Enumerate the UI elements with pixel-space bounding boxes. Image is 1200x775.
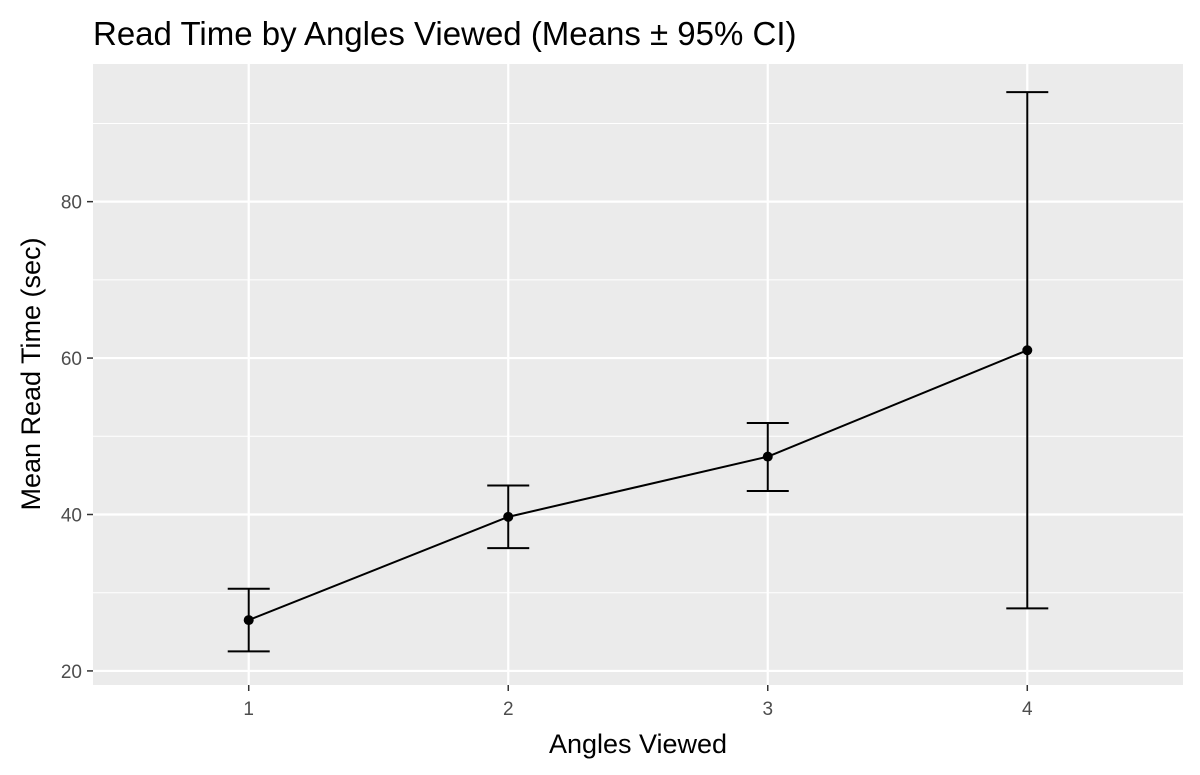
- data-point-2: [503, 511, 514, 522]
- y-tick-label-40: 40: [61, 505, 82, 526]
- x-tick-label-4: 4: [1022, 699, 1033, 720]
- x-tick-label-2: 2: [503, 699, 514, 720]
- x-axis-title: Angles Viewed: [549, 729, 727, 759]
- y-tick-label-20: 20: [61, 662, 82, 683]
- chart-title: Read Time by Angles Viewed (Means ± 95% …: [93, 15, 797, 52]
- data-point-1: [243, 615, 254, 626]
- data-point-3: [762, 451, 773, 462]
- plot-panel: [93, 64, 1183, 685]
- y-axis-title: Mean Read Time (sec): [16, 237, 46, 510]
- y-axis: 20 40 60 80: [61, 193, 93, 683]
- x-tick-label-3: 3: [762, 699, 773, 720]
- y-tick-label-60: 60: [61, 349, 82, 370]
- series-line-0: [248, 349, 1028, 622]
- series-layer: [227, 91, 1049, 653]
- y-tick-label-80: 80: [61, 193, 82, 214]
- x-axis: 1 2 3 4: [243, 685, 1033, 720]
- minor-gridlines: [93, 122, 1183, 594]
- x-tick-label-1: 1: [243, 699, 254, 720]
- data-point-4: [1022, 345, 1033, 356]
